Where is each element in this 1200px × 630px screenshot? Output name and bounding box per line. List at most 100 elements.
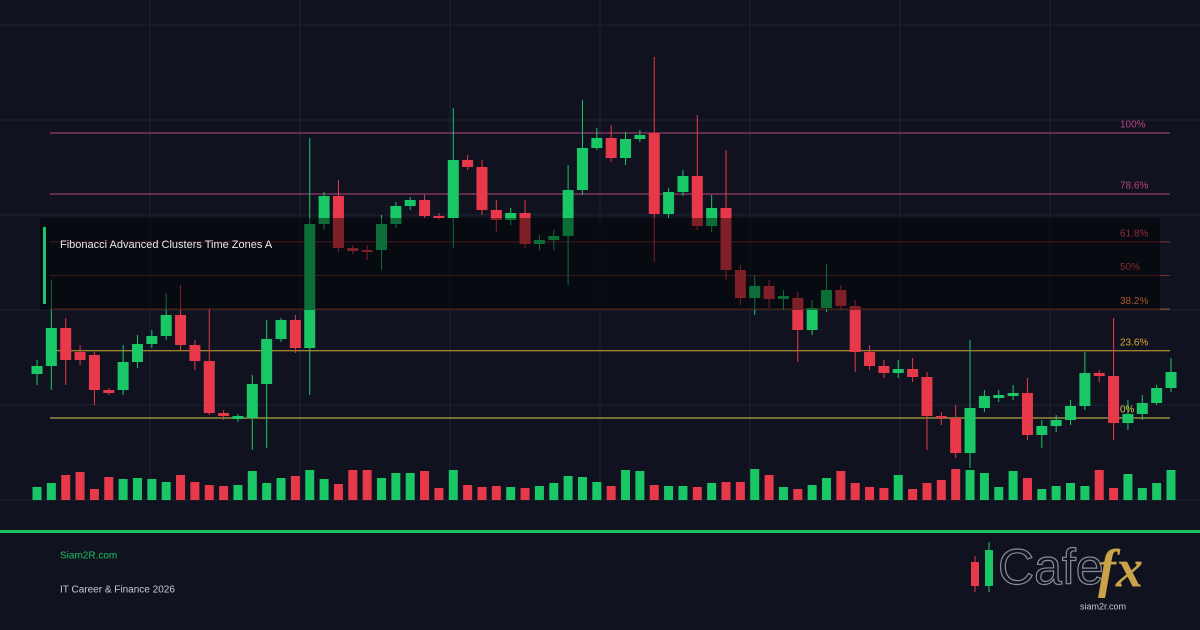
volume-bar (534, 486, 544, 500)
volume-bar (592, 482, 602, 500)
volume-bar (1152, 483, 1162, 500)
volume-bar (692, 487, 702, 500)
candle-body (907, 369, 919, 377)
volume-bar (1066, 483, 1076, 500)
candle-body (361, 250, 373, 252)
volume-bar (32, 487, 42, 500)
candle-body (620, 139, 632, 158)
zone-marker (43, 227, 46, 304)
candle-body (777, 296, 789, 299)
volume-bar (348, 470, 358, 500)
fib-lines (50, 132, 1170, 419)
candle-body (476, 167, 488, 210)
candle-body (763, 286, 775, 299)
volume-bar (405, 473, 415, 500)
volume-bar (420, 471, 430, 500)
candle-body (978, 396, 990, 408)
candle-body (849, 306, 861, 352)
volume-bar (908, 489, 918, 500)
candle-body (864, 352, 876, 366)
volume-bar (118, 479, 128, 500)
volume-bar (362, 470, 372, 500)
volume-bar (836, 471, 846, 500)
candle-body (734, 270, 746, 298)
volume-bar (549, 483, 559, 500)
volume-bar (305, 470, 315, 500)
candle-body (275, 320, 287, 339)
candle-body (203, 361, 215, 413)
volume-bar (664, 486, 674, 500)
volume-bar (678, 486, 688, 500)
volume-bar (491, 486, 501, 500)
volume-bar (463, 485, 473, 500)
candle-body (218, 413, 230, 416)
candle-body (189, 345, 201, 361)
volume-bar (506, 487, 516, 500)
volume-bar (448, 470, 458, 500)
fib-label: 78.6% (1120, 181, 1148, 192)
candle-body (691, 176, 703, 226)
candle-body (1079, 373, 1091, 406)
volume-bar (1166, 470, 1176, 500)
volume-bar (204, 485, 214, 500)
candle-body (31, 366, 43, 374)
volume-bar (333, 484, 343, 500)
volume-bar (721, 482, 731, 500)
candle-body (720, 208, 732, 270)
volume-bar (735, 482, 745, 500)
candle-body (648, 133, 660, 214)
candle-body (1151, 388, 1163, 403)
volume-bar (649, 485, 659, 500)
volume-bar (1137, 488, 1147, 500)
volume-bar (219, 486, 229, 500)
candle-body (1108, 376, 1120, 423)
candle-body (232, 416, 244, 419)
candle-body (490, 210, 502, 220)
volume-bar (778, 487, 788, 500)
volume-bar (979, 473, 989, 500)
candle-body (576, 148, 588, 190)
volume-bar (563, 476, 573, 500)
candle-body (663, 192, 675, 214)
volume-bar (147, 479, 157, 500)
candle-body (447, 160, 459, 218)
candle-body (605, 138, 617, 158)
candle-body (950, 418, 962, 453)
volume-bar (1123, 474, 1133, 500)
candle-body (1007, 393, 1019, 396)
candle-body (103, 390, 115, 393)
candle-body (419, 200, 431, 216)
volume-bar (1008, 471, 1018, 500)
candle-body (806, 308, 818, 330)
footer-tagline: IT Career & Finance 2026 (60, 585, 175, 596)
volume-bar (635, 471, 645, 500)
volume-bar (247, 471, 257, 500)
fib-label: 23.6% (1120, 337, 1148, 348)
volume-bar (89, 489, 99, 500)
candle-body (1165, 372, 1177, 388)
volume-bar (262, 483, 272, 500)
volume-bar (994, 487, 1004, 500)
volumes (32, 469, 1176, 500)
fib-label: 0% (1120, 405, 1135, 416)
volume-bar (865, 487, 875, 500)
candle-body (1021, 393, 1033, 435)
candle-body (88, 355, 100, 390)
candle-body (433, 216, 445, 218)
volume-bar (621, 470, 631, 500)
candle-body (519, 213, 531, 244)
volume-bar (577, 477, 587, 500)
candle-body (835, 290, 847, 306)
candle-body (878, 366, 890, 373)
volume-bar (276, 478, 286, 500)
candle-body (1050, 420, 1062, 426)
candle-body (677, 176, 689, 192)
volume-bar (850, 483, 860, 500)
volume-bar (951, 469, 961, 500)
fib-label: 50% (1120, 262, 1140, 273)
candles (31, 57, 1177, 468)
volume-bar (1080, 486, 1090, 500)
volume-bar (176, 475, 186, 500)
